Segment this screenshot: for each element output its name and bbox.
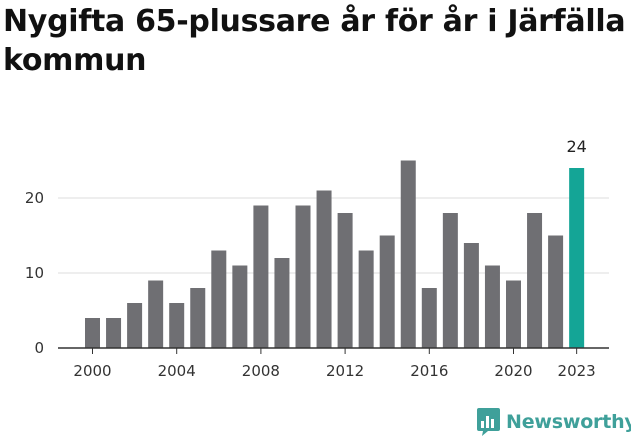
y-tick-label: 10 <box>25 264 44 282</box>
bar-chart: 24 0 10 20 2000 2004 2008 2012 2016 2020 2023 <box>25 137 609 380</box>
bar-2010 <box>295 205 311 348</box>
x-tick-label: 2004 <box>158 362 196 380</box>
x-tick-label: 2000 <box>73 362 111 380</box>
bar-2006 <box>211 250 227 348</box>
bar-2014 <box>379 235 395 348</box>
brand-logo: Newsworthy <box>476 406 631 438</box>
data-label-2023: 24 <box>566 137 586 156</box>
bars: 24 <box>85 137 587 348</box>
bar-2004 <box>169 303 185 348</box>
bar-2016 <box>421 288 437 348</box>
y-tick-label: 20 <box>25 189 44 207</box>
bar-2003 <box>148 280 164 348</box>
bar-2021 <box>527 213 543 348</box>
x-tick-label: 2008 <box>242 362 280 380</box>
bar-2009 <box>274 258 290 348</box>
bar-2002 <box>127 303 143 348</box>
bar-2017 <box>442 213 458 348</box>
gridlines <box>58 197 609 274</box>
bar-2023 <box>569 168 585 348</box>
x-tick-label: 2020 <box>494 362 532 380</box>
bar-2019 <box>484 265 500 348</box>
bar-2022 <box>548 235 564 348</box>
x-tick-label: 2023 <box>558 362 596 380</box>
bar-2007 <box>232 265 248 348</box>
bar-2000 <box>85 318 100 348</box>
chart-title: Nygifta 65-plussare år för år i Järfälla… <box>3 4 626 78</box>
brand-name: Newsworthy <box>506 411 631 433</box>
bar-2011 <box>316 190 332 348</box>
bar-2013 <box>358 250 374 348</box>
bar-2012 <box>337 213 353 348</box>
bar-2018 <box>463 243 479 348</box>
bar-2015 <box>400 160 416 348</box>
bar-2005 <box>190 288 206 348</box>
newsworthy-logo-icon <box>477 408 500 436</box>
bar-2008 <box>253 205 269 348</box>
bar-2001 <box>106 318 122 348</box>
axes: 0 10 20 2000 2004 2008 2012 2016 2020 2023 <box>25 189 609 380</box>
x-tick-label: 2016 <box>410 362 448 380</box>
y-tick-label: 0 <box>34 339 44 357</box>
x-tick-label: 2012 <box>326 362 364 380</box>
bar-2020 <box>506 280 521 348</box>
